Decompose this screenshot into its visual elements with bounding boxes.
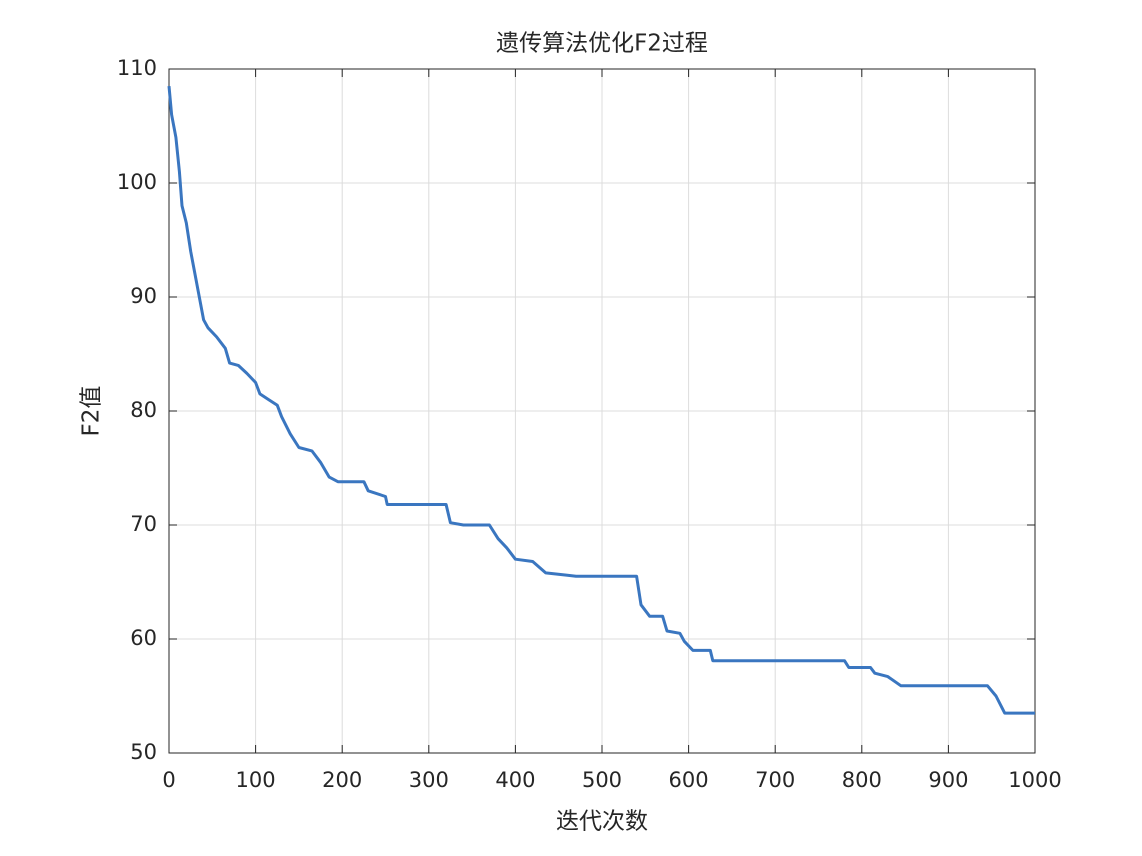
x-tick-label: 200	[322, 768, 362, 792]
y-tick-label: 50	[130, 740, 157, 764]
y-tick-label: 70	[130, 512, 157, 536]
x-tick-label: 300	[409, 768, 449, 792]
x-tick-label: 800	[842, 768, 882, 792]
x-axis-label: 迭代次数	[556, 809, 648, 835]
data-line	[167, 85, 1035, 715]
x-tick-label: 600	[669, 768, 709, 792]
y-tick-label: 90	[130, 284, 157, 308]
x-tick-label: 100	[236, 768, 276, 792]
y-axis-label: F2值	[79, 386, 105, 437]
x-tick-label: 400	[495, 768, 535, 792]
y-tick-label: 60	[130, 626, 157, 650]
chart-title: 遗传算法优化F2过程	[496, 31, 708, 57]
x-tick-label: 1000	[1008, 768, 1061, 792]
x-tick-label: 500	[582, 768, 622, 792]
y-tick-label: 80	[130, 398, 157, 422]
y-tick-label: 100	[117, 170, 157, 194]
x-tick-label: 900	[928, 768, 968, 792]
plot-frame	[168, 68, 1036, 754]
x-tick-label: 700	[755, 768, 795, 792]
x-tick-label: 0	[162, 768, 175, 792]
y-tick-label: 110	[117, 56, 157, 80]
